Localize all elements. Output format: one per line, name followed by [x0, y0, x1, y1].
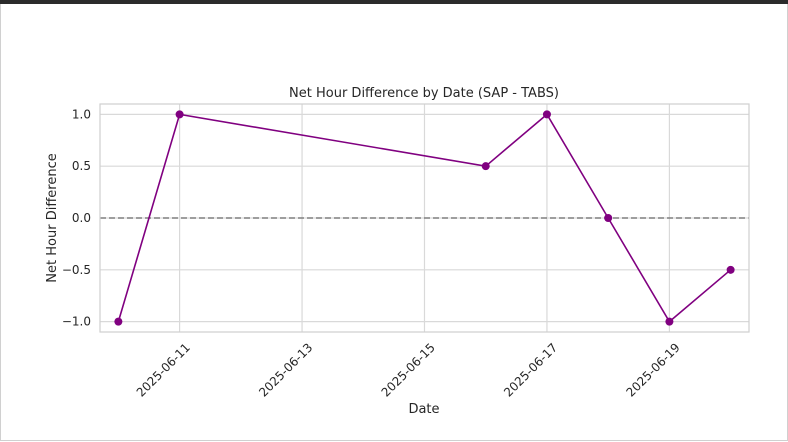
y-tick-label: 0.5 — [72, 159, 91, 173]
data-point — [604, 214, 613, 222]
window-top-bar — [0, 0, 788, 4]
data-point — [726, 265, 735, 274]
data-point — [175, 110, 184, 119]
data-point — [542, 110, 551, 119]
series-layer — [114, 110, 735, 326]
y-tick-label: 0.0 — [72, 211, 91, 225]
data-point — [114, 317, 123, 326]
x-tick-label: 2025-06-13 — [256, 340, 315, 399]
x-tick-label: 2025-06-17 — [501, 340, 560, 399]
x-tick-label: 2025-06-15 — [379, 340, 438, 399]
chart-title: Net Hour Difference by Date (SAP - TABS) — [289, 86, 559, 101]
x-axis-label: Date — [408, 402, 439, 417]
y-tick-label: −0.5 — [62, 263, 91, 277]
y-axis-label: Net Hour Difference — [45, 153, 60, 282]
data-point — [665, 317, 674, 326]
y-tick-label: 1.0 — [72, 107, 91, 121]
y-tick-label: −1.0 — [62, 315, 91, 329]
data-point — [481, 162, 490, 171]
plot-area-border — [99, 103, 750, 333]
tick-labels: 2025-06-11 2025-06-13 2025-06-15 2025-06-17… — [62, 107, 683, 399]
x-tick-label: 2025-06-19 — [624, 340, 683, 399]
x-tick-label: 2025-06-11 — [134, 340, 193, 399]
